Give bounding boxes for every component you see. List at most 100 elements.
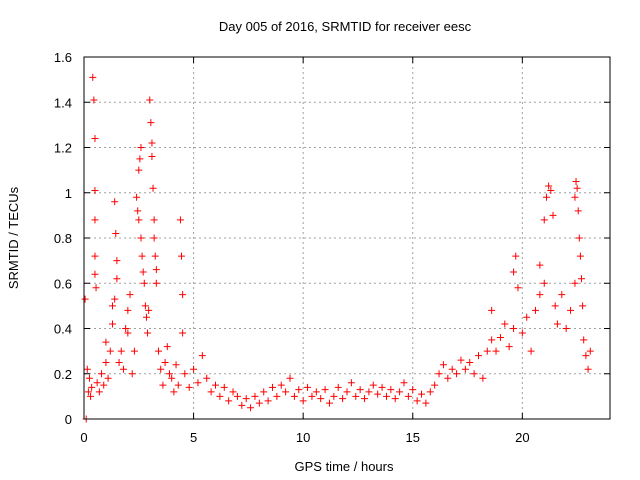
data-point [137,234,145,242]
data-point [400,379,408,387]
data-point [134,207,142,215]
data-point [343,388,351,396]
data-point [85,374,93,382]
data-point [168,374,176,382]
y-tick-label: 0.4 [54,322,72,337]
data-point [108,302,116,310]
data-point [102,338,110,346]
y-tick-label: 0 [65,412,72,427]
data-point [111,198,119,206]
data-point [108,320,116,328]
data-point [84,388,92,396]
data-point [122,325,130,332]
chart-title: Day 005 of 2016, SRMTID for receiver ees… [219,19,472,34]
data-point [444,374,452,382]
data-point [461,365,469,373]
y-tick-label: 1.6 [54,50,72,65]
data-point [575,234,583,242]
data-point [163,343,171,351]
data-point [531,306,539,314]
data-point [347,379,355,387]
data-point [190,365,198,373]
x-axis-label: GPS time / hours [295,459,394,474]
data-point [339,395,347,403]
data-point [426,388,434,396]
data-point [181,370,189,378]
data-point [113,275,121,283]
data-point [95,388,103,396]
data-point [308,392,316,400]
data-point [435,370,443,378]
data-point [126,291,134,299]
data-point [91,134,99,142]
y-tick-label: 1.2 [54,141,72,156]
data-point [409,386,417,394]
data-point [119,365,127,373]
data-point [572,177,580,185]
data-point [264,397,272,405]
data-point [551,302,559,310]
data-point [251,392,259,400]
x-tick-label: 15 [406,430,420,445]
data-point [514,284,522,292]
data-point [91,216,99,224]
data-point [578,275,586,283]
data-point [139,268,147,276]
data-point [87,392,95,400]
data-point [523,313,531,321]
y-tick-label: 0.6 [54,276,72,291]
y-tick-label: 1 [65,186,72,201]
data-point [111,295,119,303]
data-point [150,216,158,224]
data-point [579,302,587,310]
data-point [128,370,136,378]
data-point [117,347,125,355]
data-point [135,166,143,174]
x-tick-label: 0 [80,430,87,445]
data-point [238,401,246,409]
data-point [159,381,167,389]
data-point [488,336,496,344]
data-point [203,374,211,382]
data-point [586,347,594,355]
data-point [369,381,377,389]
grid-lines [84,57,610,419]
data-point [170,388,178,396]
data-point [282,388,290,396]
data-point [387,386,395,394]
data-point [149,184,157,192]
data-point [553,320,561,328]
y-tick-label: 0.8 [54,231,72,246]
data-point [102,358,110,366]
data-point [89,73,97,81]
data-point [475,352,482,360]
data-point [157,365,165,373]
data-point [145,306,153,314]
data-point [124,306,132,314]
data-point [378,383,386,391]
data-point [104,374,112,382]
x-tick-label: 20 [515,430,529,445]
data-point [148,153,156,161]
data-point [576,252,584,260]
data-point [88,383,96,391]
data-point [518,329,526,337]
data-point [361,395,369,403]
data-point [155,347,163,355]
data-point [137,144,145,151]
data-point [255,399,263,407]
data-point [92,284,100,292]
data-point [165,370,173,378]
data-point [317,395,325,403]
data-point [365,388,373,396]
axis-ticks: 0 5 10 15 20 0 0.2 0.4 0.6 0.8 1 1.2 1.4 1.6 [54,50,610,445]
data-point [501,320,509,328]
data-point [505,343,513,351]
data-point [148,139,156,147]
data-point [136,155,144,163]
data-point [225,397,233,405]
data-point [404,392,412,400]
data-point [152,266,160,274]
data-point [146,96,154,104]
